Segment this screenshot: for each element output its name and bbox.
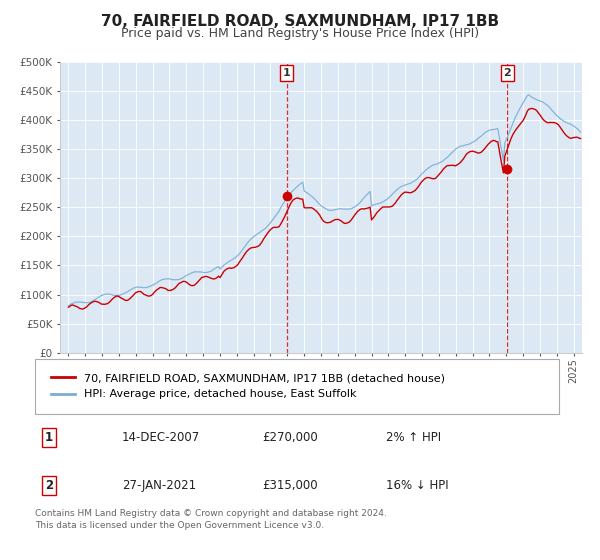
Text: 1: 1 [283, 68, 290, 78]
Text: £315,000: £315,000 [262, 479, 318, 492]
Text: 1: 1 [45, 431, 53, 444]
Text: 2: 2 [503, 68, 511, 78]
Text: 2: 2 [45, 479, 53, 492]
Text: 16% ↓ HPI: 16% ↓ HPI [386, 479, 449, 492]
Text: 2% ↑ HPI: 2% ↑ HPI [386, 431, 442, 444]
Text: 70, FAIRFIELD ROAD, SAXMUNDHAM, IP17 1BB: 70, FAIRFIELD ROAD, SAXMUNDHAM, IP17 1BB [101, 14, 499, 29]
Text: 27-JAN-2021: 27-JAN-2021 [122, 479, 196, 492]
Text: Price paid vs. HM Land Registry's House Price Index (HPI): Price paid vs. HM Land Registry's House … [121, 27, 479, 40]
Text: 14-DEC-2007: 14-DEC-2007 [122, 431, 200, 444]
Text: £270,000: £270,000 [262, 431, 318, 444]
Legend: 70, FAIRFIELD ROAD, SAXMUNDHAM, IP17 1BB (detached house), HPI: Average price, d: 70, FAIRFIELD ROAD, SAXMUNDHAM, IP17 1BB… [46, 369, 449, 404]
Text: Contains HM Land Registry data © Crown copyright and database right 2024.
This d: Contains HM Land Registry data © Crown c… [35, 510, 387, 530]
FancyBboxPatch shape [35, 359, 559, 414]
